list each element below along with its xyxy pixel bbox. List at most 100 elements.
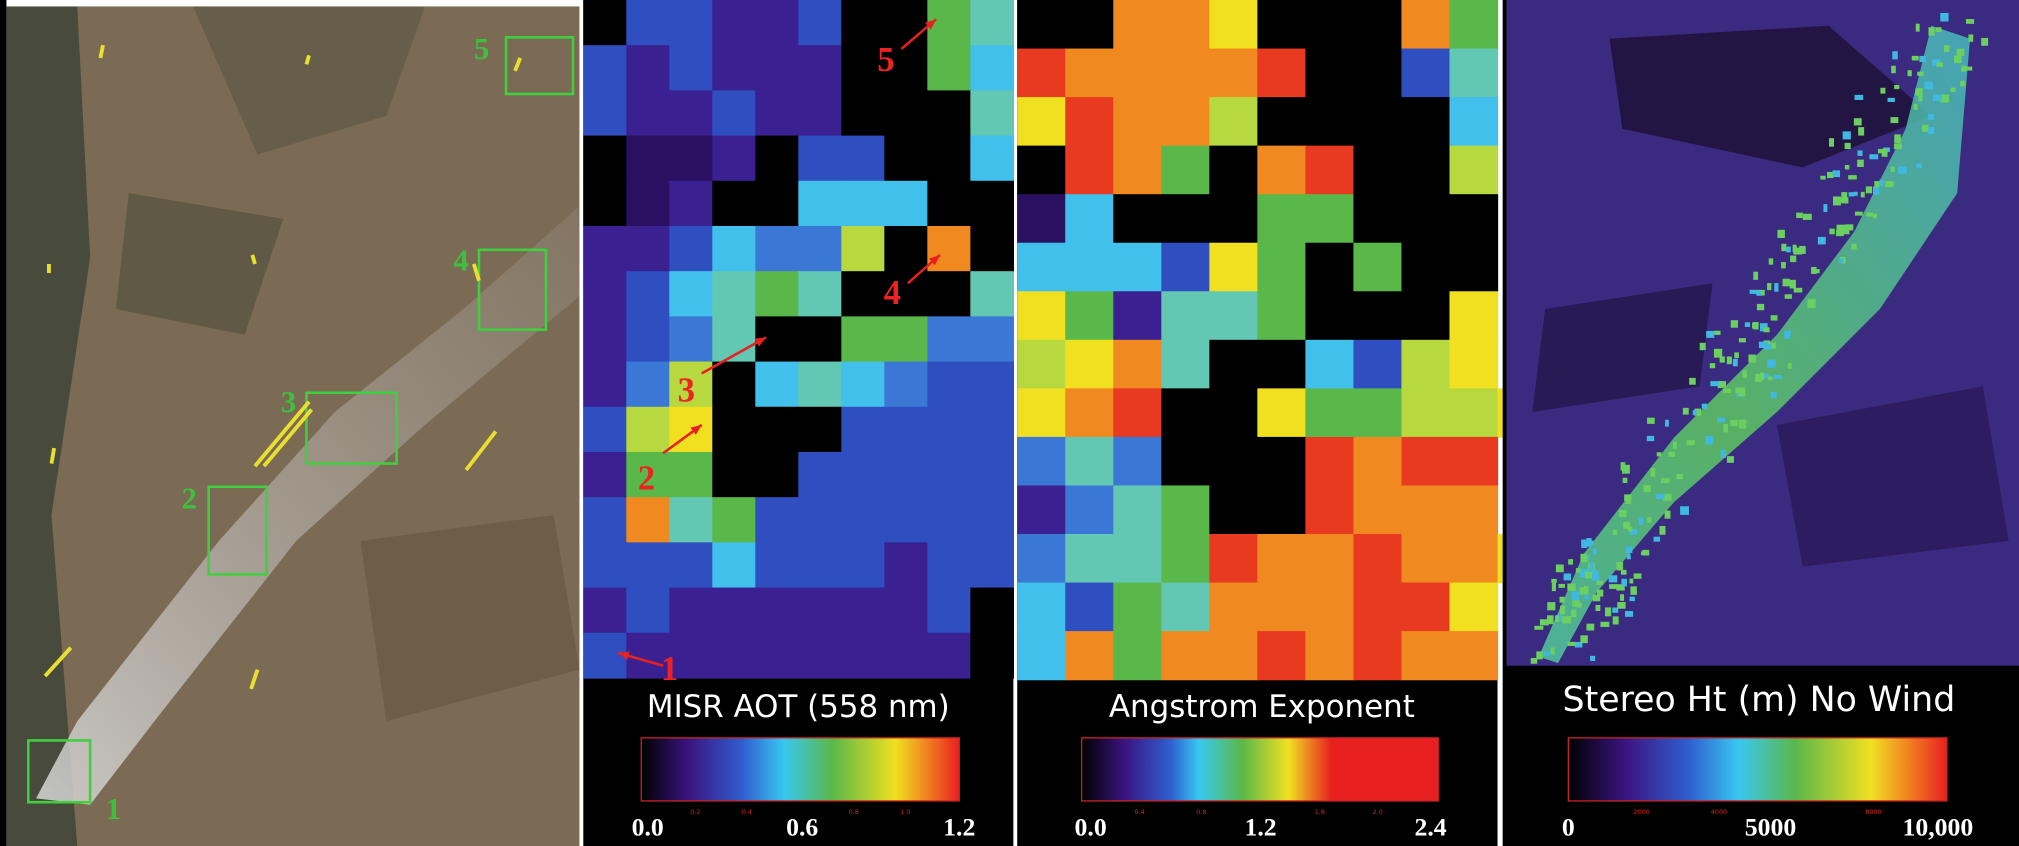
pixel <box>970 271 1014 317</box>
colorbar-minor-label: 0.4 <box>1134 808 1144 816</box>
pixel <box>1161 340 1210 389</box>
pixel <box>798 497 842 543</box>
speckle <box>1609 575 1618 582</box>
pixel <box>798 633 842 679</box>
pixel <box>712 45 756 91</box>
speckle <box>1630 586 1636 595</box>
speckle <box>1874 181 1879 187</box>
colorbar-minor-label: 2000 <box>1634 808 1650 816</box>
colorbar-tick-label: 0 <box>1562 813 1575 842</box>
speckle <box>1928 127 1934 134</box>
pixel-label: 1 <box>661 649 678 688</box>
speckle <box>1916 164 1922 169</box>
speckle <box>1966 19 1974 24</box>
pixel <box>1257 631 1306 680</box>
pixel <box>970 362 1014 408</box>
speckle <box>1808 299 1816 308</box>
speckle <box>1734 352 1739 358</box>
pixel <box>583 271 627 317</box>
pixel <box>626 136 670 182</box>
pixel <box>1305 243 1354 292</box>
speckle <box>1928 27 1934 35</box>
pixel <box>583 181 627 227</box>
speckle <box>1767 283 1771 290</box>
speckle <box>1590 656 1595 661</box>
pixel <box>1113 631 1162 680</box>
pixel <box>669 90 713 136</box>
pixel <box>1017 534 1066 583</box>
speckle <box>1940 13 1948 22</box>
pixel <box>798 588 842 634</box>
pixel <box>626 90 670 136</box>
speckle <box>1676 474 1682 479</box>
pixel <box>1305 534 1354 583</box>
speckle <box>1564 573 1572 580</box>
speckle <box>1739 388 1746 397</box>
speckle <box>1882 149 1888 157</box>
speckle <box>1857 150 1862 155</box>
speckle <box>1836 225 1844 233</box>
pixel <box>798 226 842 272</box>
pixel <box>1353 243 1402 292</box>
speckle <box>1858 127 1864 135</box>
speckle <box>1891 117 1899 123</box>
speckle <box>1609 584 1618 589</box>
pixel <box>712 226 756 272</box>
pixel <box>626 181 670 227</box>
speckle <box>1547 602 1555 610</box>
pixel <box>1353 631 1402 680</box>
pixel <box>755 90 799 136</box>
speckle <box>1894 134 1900 143</box>
pixel <box>1113 194 1162 243</box>
speckle <box>1833 170 1840 177</box>
speckle <box>1793 245 1797 252</box>
pixel <box>884 633 928 679</box>
speckle <box>1873 186 1879 194</box>
speckle <box>1720 356 1725 362</box>
pixel <box>1353 194 1402 243</box>
speckle <box>1568 642 1576 646</box>
pixel <box>1305 194 1354 243</box>
pixel <box>1017 631 1066 680</box>
speckle <box>1873 214 1877 219</box>
pixel <box>1113 388 1162 437</box>
pixel <box>712 271 756 317</box>
pixel <box>1449 243 1498 292</box>
fire-arrow <box>252 255 255 264</box>
pixel <box>1449 291 1498 340</box>
speckle <box>1656 494 1665 499</box>
pixel <box>626 542 670 588</box>
pixel <box>1161 437 1210 486</box>
pixel <box>1161 583 1210 632</box>
pixel <box>1353 583 1402 632</box>
speckle <box>1710 363 1715 368</box>
speckle <box>1702 404 1707 409</box>
pixel <box>583 452 627 498</box>
pixel <box>798 542 842 588</box>
pixel <box>669 497 713 543</box>
speckle <box>1739 420 1746 429</box>
pixel <box>884 588 928 634</box>
speckle <box>1620 594 1624 601</box>
pixel <box>970 136 1014 182</box>
pixel <box>1257 291 1306 340</box>
speckle <box>1536 651 1542 659</box>
pixel <box>712 588 756 634</box>
speckle <box>1723 424 1728 432</box>
marker-label: 3 <box>281 384 296 419</box>
pixel <box>1065 0 1114 49</box>
pixel <box>798 0 842 46</box>
pixel <box>1113 97 1162 146</box>
speckle <box>1593 548 1597 554</box>
pixel <box>1209 97 1258 146</box>
speckle <box>1552 583 1556 591</box>
speckle <box>1689 378 1696 385</box>
speckle <box>1854 118 1862 125</box>
speckle <box>1861 192 1865 198</box>
speckle <box>1585 595 1589 599</box>
speckle <box>1723 389 1731 393</box>
speckle <box>1757 304 1764 310</box>
pixel <box>1401 97 1450 146</box>
pixel <box>970 226 1014 272</box>
speckle <box>1818 237 1826 245</box>
